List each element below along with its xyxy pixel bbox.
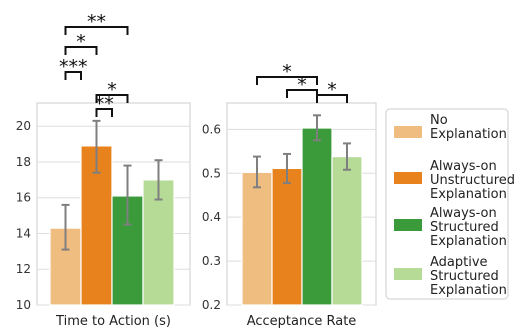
significance-bracket xyxy=(95,94,129,103)
legend: NoExplanationAlways-onUnstructuredExplan… xyxy=(385,108,514,300)
legend-swatch xyxy=(394,219,422,231)
significance-bracket xyxy=(316,94,348,103)
y-tick-label: 0.6 xyxy=(202,122,221,136)
y-tick-label: 20 xyxy=(16,119,31,133)
bar xyxy=(142,179,175,306)
legend-label: Explanation xyxy=(430,234,507,249)
significance-bracket xyxy=(64,46,98,55)
significance-label: * xyxy=(107,79,117,101)
legend-label: Explanation xyxy=(430,127,507,142)
significance-label: * xyxy=(327,79,337,101)
bar xyxy=(241,171,273,306)
legend-label: Structured xyxy=(430,269,499,284)
significance-bracket xyxy=(64,26,129,35)
bar xyxy=(301,127,333,306)
legend-swatch xyxy=(394,172,422,184)
x-axis-label: Acceptance Rate xyxy=(247,314,357,329)
bar xyxy=(331,155,363,306)
y-tick-label: 12 xyxy=(16,262,31,276)
legend-label: Always-on xyxy=(430,159,497,174)
y-tick-label: 16 xyxy=(16,191,31,205)
significance-label: ** xyxy=(87,11,106,33)
legend-label: Structured xyxy=(430,220,499,235)
y-tick-label: 0.3 xyxy=(202,254,221,268)
significance-bracket xyxy=(256,76,318,85)
significance-label: * xyxy=(76,31,86,53)
x-axis-label: Time to Action (s) xyxy=(55,314,171,329)
legend-swatch xyxy=(394,268,422,280)
legend-label: Unstructured xyxy=(430,173,514,188)
legend-label: Explanation xyxy=(430,283,507,298)
legend-label: Adaptive xyxy=(430,255,488,270)
y-tick-label: 14 xyxy=(16,226,31,240)
y-tick-label: 0.4 xyxy=(202,210,221,224)
legend-label: Always-on xyxy=(430,206,497,221)
significance-bracket xyxy=(95,108,113,117)
bar xyxy=(271,167,303,306)
y-tick-label: 18 xyxy=(16,155,31,169)
legend-swatch xyxy=(394,126,422,138)
legend-box xyxy=(385,108,509,300)
y-tick-label: 0.2 xyxy=(202,298,221,312)
significance-label: * xyxy=(282,61,292,83)
y-tick-label: 10 xyxy=(16,298,31,312)
significance-bracket xyxy=(64,71,82,80)
significance-label: *** xyxy=(59,56,88,78)
significance-label: ** xyxy=(95,93,114,115)
significance-label: * xyxy=(297,74,307,96)
legend-label: Explanation xyxy=(430,187,507,202)
legend-label: No xyxy=(430,113,448,128)
y-tick-label: 0.5 xyxy=(202,166,221,180)
